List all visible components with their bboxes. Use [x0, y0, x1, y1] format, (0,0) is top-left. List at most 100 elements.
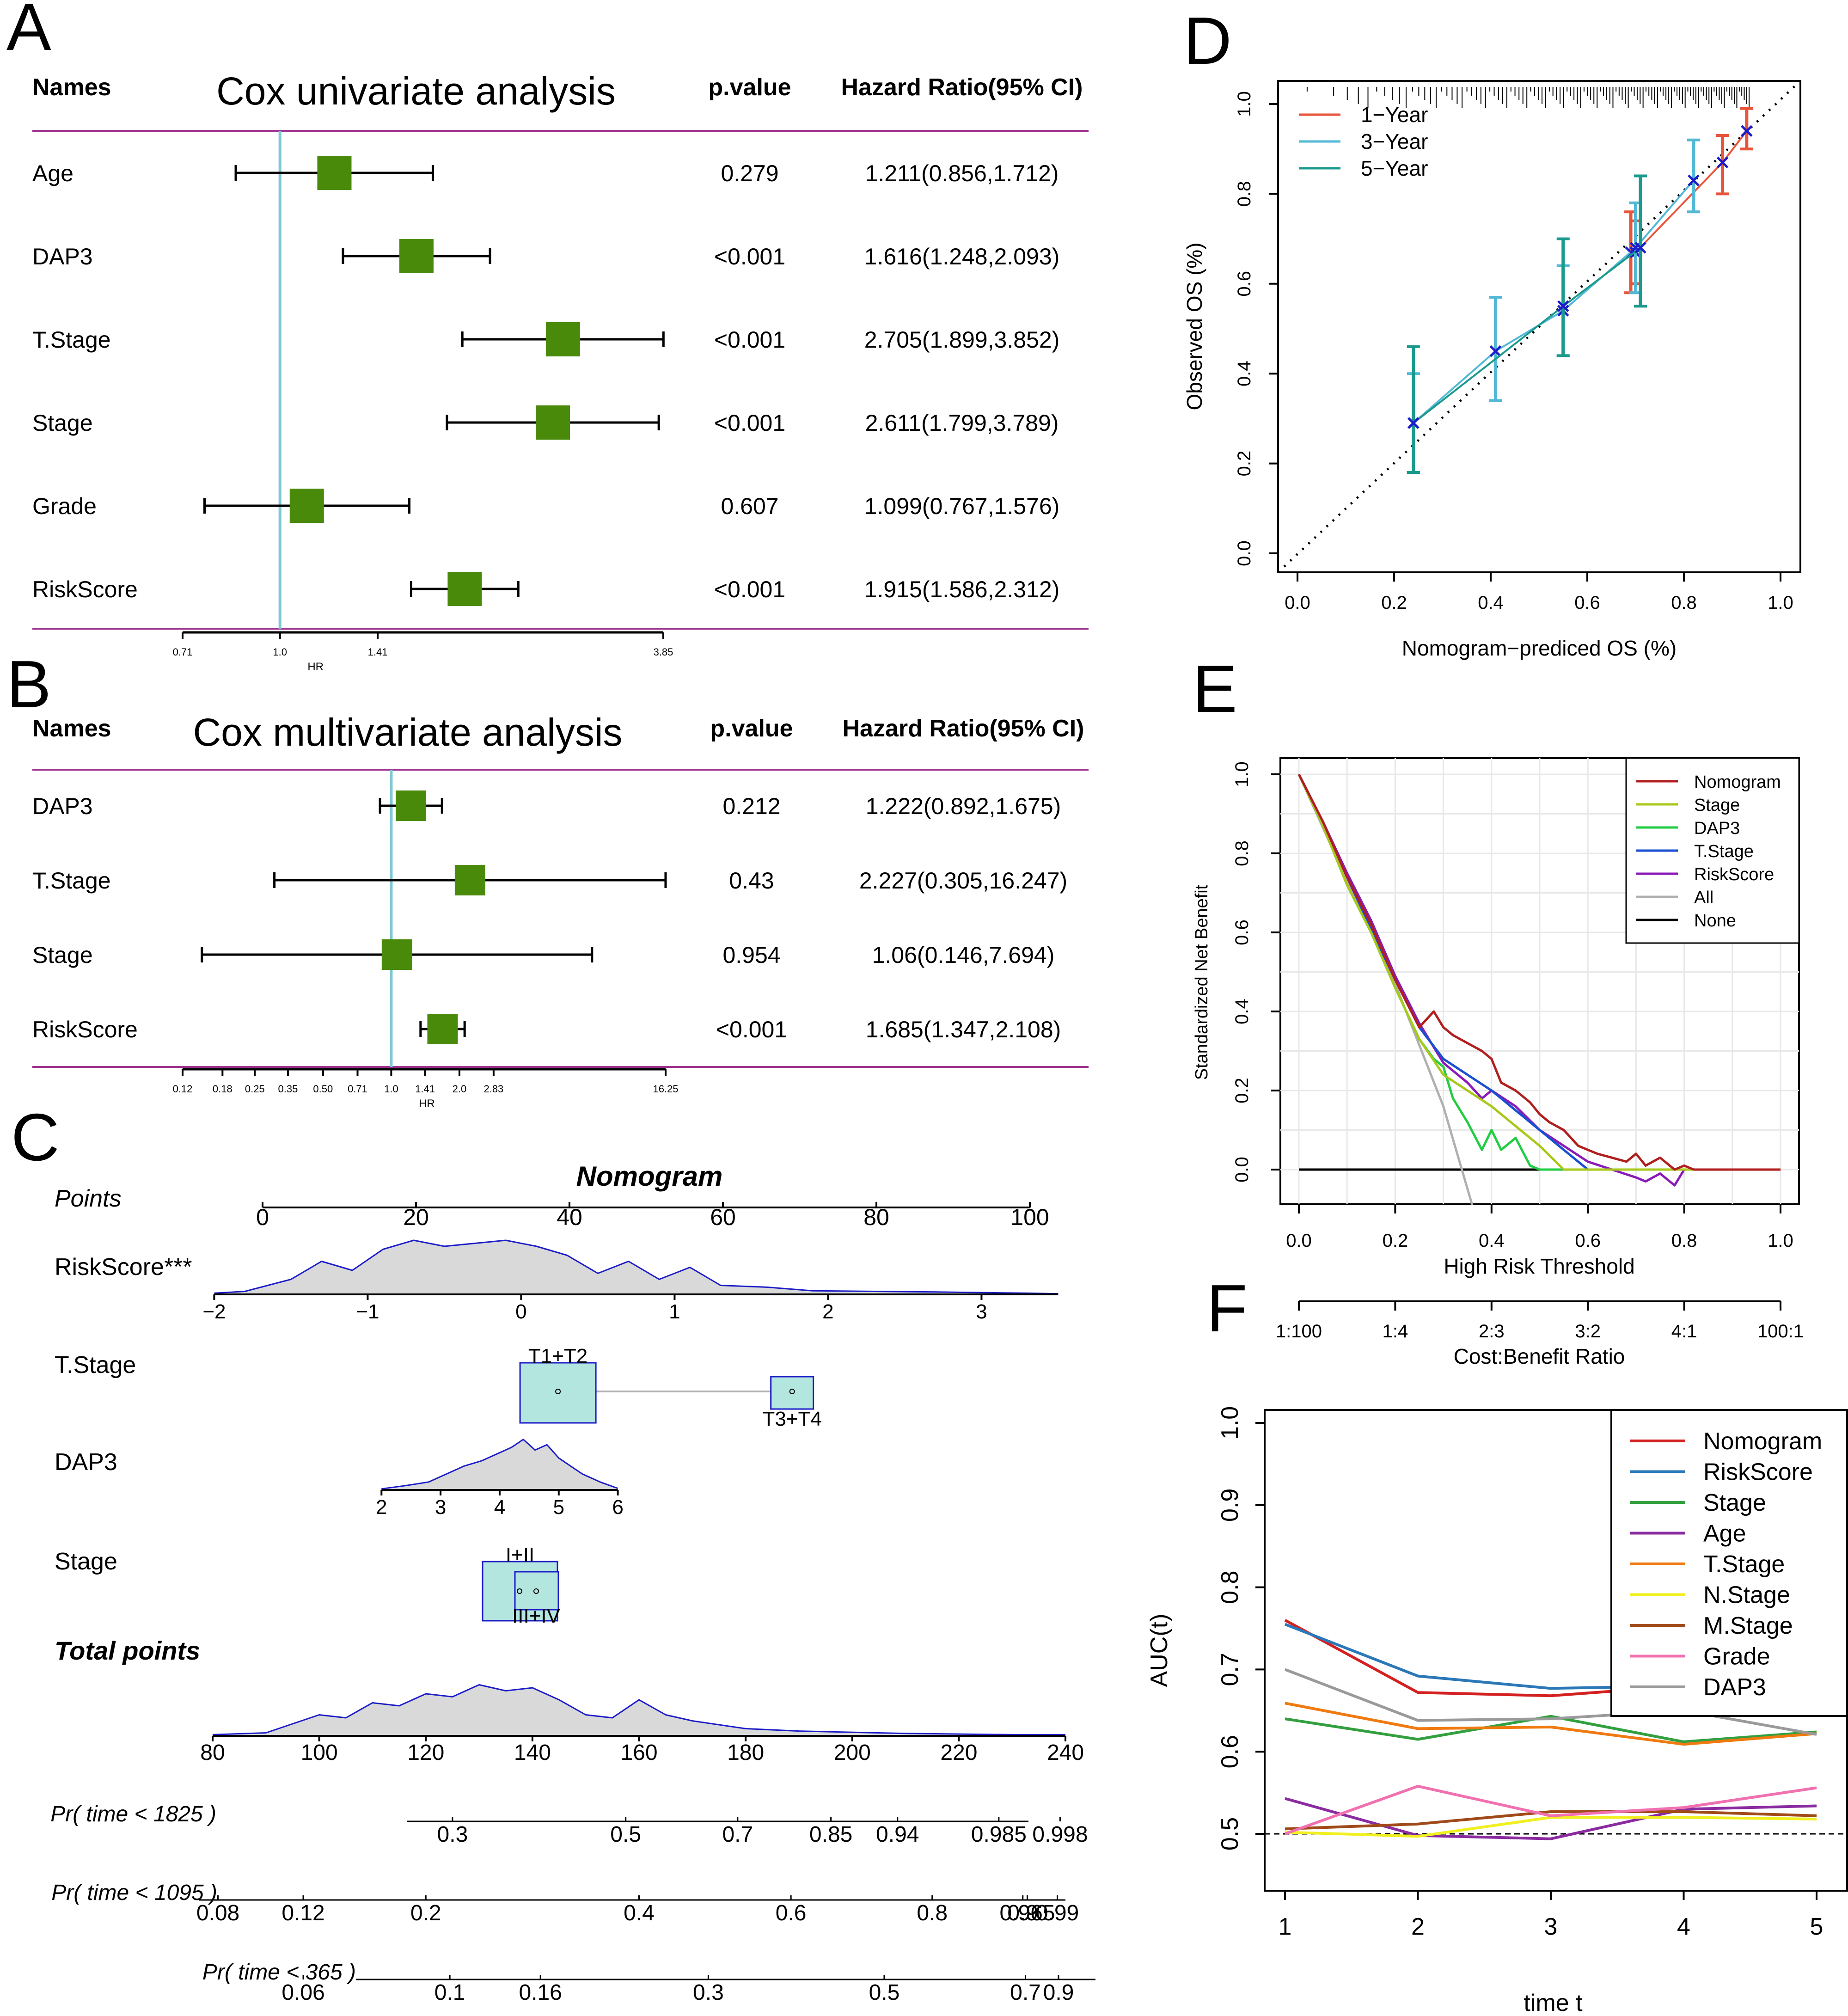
y-tick-label: 0.9: [1217, 1489, 1243, 1522]
y-tick-label: 0.6: [1217, 1735, 1243, 1768]
row-hr-text: 1.099(0.767,1.576): [864, 493, 1060, 519]
prob-tick-label: 0.1: [434, 1980, 465, 2005]
tstage-box-2: [770, 1376, 814, 1410]
stage-marker-2: [533, 1588, 539, 1594]
prob-tick-label: 0.985: [971, 1822, 1027, 1847]
dap3-density-tick-label: 5: [553, 1496, 564, 1519]
row-hr-text: 1.616(1.248,2.093): [864, 244, 1060, 270]
legend-label-5−Year: 5−Year: [1361, 156, 1428, 180]
hr-box: [399, 239, 434, 273]
hr-box: [536, 405, 570, 440]
points-label: Points: [55, 1185, 122, 1212]
legend-label-Grade: Grade: [1703, 1643, 1770, 1670]
cost-benefit-label: Cost:Benefit Ratio: [1454, 1344, 1625, 1368]
row-hr-text: 2.705(1.899,3.852): [864, 327, 1060, 353]
x-tick-label: 1.0: [1768, 1231, 1793, 1251]
riskscore-label: RiskScore***: [55, 1254, 192, 1281]
cost-benefit-tick-label: 3:2: [1575, 1321, 1601, 1342]
prob-tick-label: 0.12: [281, 1901, 324, 1925]
x-axis-label: time t: [1524, 1990, 1583, 2016]
hr-axis-tick-label: 0.71: [348, 1083, 367, 1095]
hr-axis-label: HR: [307, 661, 324, 673]
calibration-point: [1489, 345, 1502, 357]
y-tick-label: 1.0: [1217, 1406, 1243, 1440]
y-tick-label: 0.2: [1234, 451, 1254, 477]
nomogram-title: Nomogram: [576, 1161, 723, 1192]
riskscore-density-curve: [214, 1239, 1059, 1295]
points-tick-label: 100: [1010, 1204, 1049, 1230]
points-tick-label: 20: [403, 1204, 429, 1230]
dap3-label: DAP3: [55, 1449, 117, 1476]
legend-label-Stage: Stage: [1694, 796, 1740, 815]
hr-axis-tick-label: 2.0: [453, 1083, 467, 1095]
total-points-curve: [212, 1684, 1065, 1735]
y-axis-label: Observed OS (%): [1182, 243, 1206, 411]
hr-axis-label: HR: [419, 1097, 435, 1110]
x-tick-label: 0.0: [1286, 1231, 1312, 1251]
panel-a: A Names Cox univariate analysis p.value Haza…: [6, 0, 1089, 673]
stage-label: Stage: [55, 1548, 117, 1575]
stage-category-2: III+IV: [512, 1605, 561, 1627]
y-tick-label: 0.2: [1232, 1078, 1252, 1103]
auc-line-Stage: [1285, 1715, 1817, 1743]
y-tick-label: 0.8: [1234, 181, 1254, 207]
x-tick-label: 0.6: [1574, 593, 1600, 613]
ideal-line: [1277, 80, 1801, 573]
forest-title: Cox multivariate analysis: [193, 711, 622, 754]
auc-line-N.Stage: [1285, 1816, 1817, 1838]
legend-label-M.Stage: M.Stage: [1703, 1612, 1793, 1639]
hr-axis-tick-label: 0.50: [313, 1083, 333, 1095]
total-points-tick-label: 240: [1047, 1740, 1084, 1765]
panel-label-c: C: [11, 1100, 60, 1175]
x-tick-label: 2: [1411, 1913, 1425, 1940]
pvalue-header: p.value: [710, 715, 793, 742]
prob-tick-label: 0.3: [693, 1980, 724, 2005]
x-tick-label: 0.2: [1383, 1231, 1408, 1251]
legend-label-RiskScore: RiskScore: [1703, 1459, 1813, 1486]
riskscore-density-tick-label: −1: [356, 1300, 379, 1323]
plot-frame: [1277, 80, 1801, 573]
points-tick-label: 0: [256, 1204, 269, 1230]
row-hr-text: 1.222(0.892,1.675): [866, 793, 1061, 819]
legend-label-Stage: Stage: [1703, 1489, 1766, 1516]
hr-axis-tick-label: 1.41: [368, 646, 388, 658]
prob-tick-label: 0.9: [1007, 1901, 1038, 1925]
y-tick-label: 0.6: [1234, 271, 1254, 297]
calibration-point: [1741, 125, 1753, 137]
total-points-tick-label: 200: [834, 1740, 871, 1765]
cost-benefit-tick-label: 1:100: [1276, 1321, 1322, 1342]
points-tick-label: 80: [863, 1204, 889, 1230]
prob-tick-label: 0.06: [281, 1980, 324, 2005]
x-axis-label: High Risk Threshold: [1444, 1254, 1634, 1278]
legend-label-T.Stage: T.Stage: [1703, 1551, 1785, 1578]
legend-label-DAP3: DAP3: [1694, 819, 1740, 838]
dap3-density-tick-label: 6: [612, 1496, 623, 1519]
x-tick-label: 1.0: [1768, 593, 1793, 613]
calibration-point: [1716, 156, 1729, 169]
legend-label-Nomogram: Nomogram: [1703, 1428, 1822, 1455]
decision-curve-Stage: [1297, 773, 1781, 1171]
riskscore-density-tick-label: 0: [515, 1300, 526, 1323]
auc-line-DAP3: [1284, 1668, 1817, 1736]
y-tick-label: 0.0: [1232, 1157, 1252, 1183]
prob-tick-label: 0.965: [999, 1901, 1055, 1925]
prob-tick-label: 0.3: [437, 1822, 468, 1847]
x-tick-label: 0.6: [1575, 1231, 1601, 1251]
panel-label-d: D: [1183, 3, 1232, 78]
hr-axis-tick-label: 1.0: [384, 1083, 398, 1095]
prob-tick-label: 0.7: [1010, 1980, 1041, 2005]
hr-axis-tick-label: 2.83: [483, 1083, 503, 1095]
calibration-point: [1407, 417, 1420, 429]
calibration-point: [1557, 300, 1569, 313]
row-name: T.Stage: [32, 327, 111, 353]
row-name: Age: [32, 160, 73, 186]
row-pvalue: <0.001: [714, 410, 785, 436]
hr-axis-tick-label: 3.85: [654, 646, 673, 658]
panel-f: F 1 2 3 4 5 0.5 0.6 0.7 0.8 0.9 1.0 time t AUC(t) Nomo…: [1146, 1271, 1848, 2016]
total-points-tick-label: 120: [407, 1740, 444, 1765]
row-hr-text: 1.915(1.586,2.312): [864, 576, 1060, 602]
row-name: Stage: [32, 410, 93, 436]
cost-benefit-tick-label: 2:3: [1479, 1321, 1505, 1342]
